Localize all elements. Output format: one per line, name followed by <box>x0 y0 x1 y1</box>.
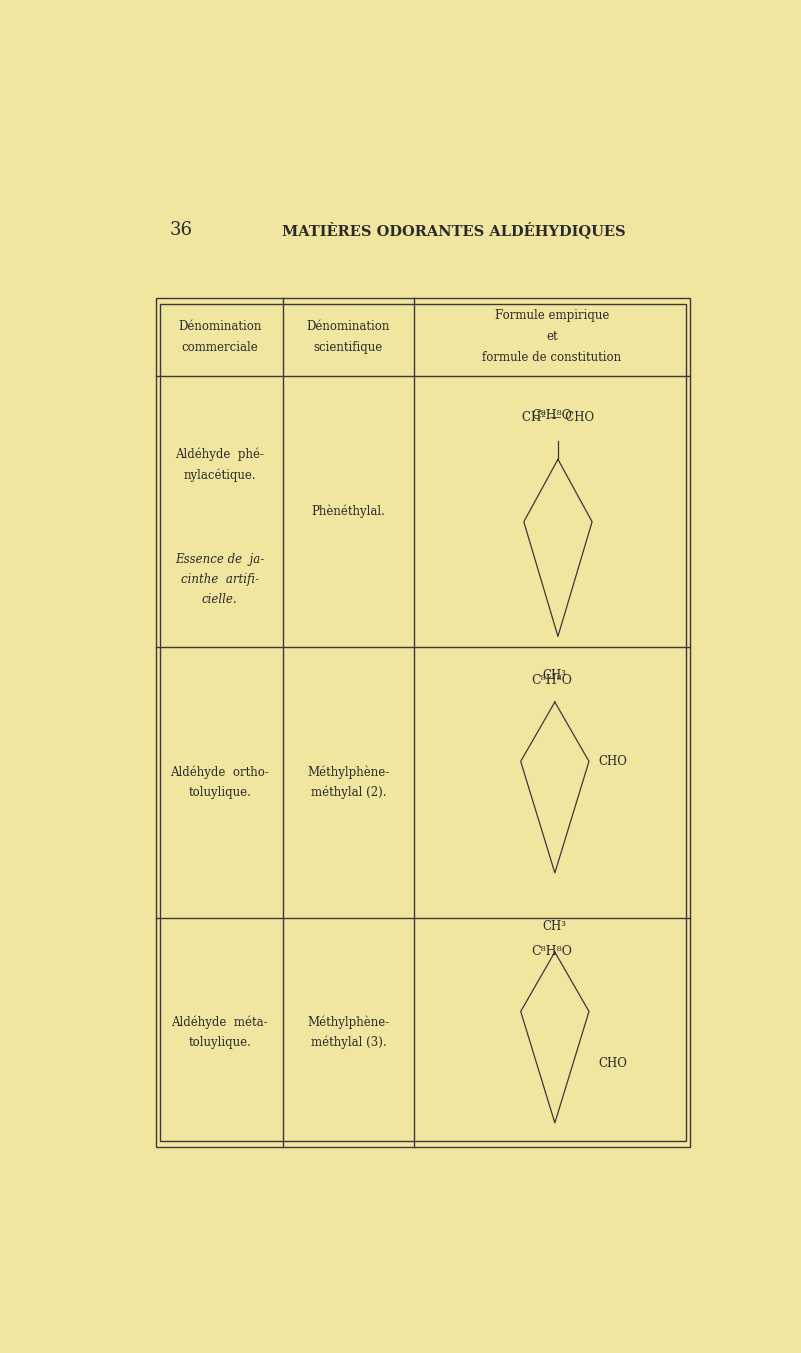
Text: 36: 36 <box>169 221 192 239</box>
Text: MATIÈRES ODORANTES ALDÉHYDIQUES: MATIÈRES ODORANTES ALDÉHYDIQUES <box>282 222 626 238</box>
Bar <box>156 298 690 1147</box>
Text: Phènéthylal.: Phènéthylal. <box>312 505 385 518</box>
Text: Aldéhyde  phé-
nylacétique.: Aldéhyde phé- nylacétique. <box>175 448 264 482</box>
Text: CH² — CHO: CH² — CHO <box>522 411 594 423</box>
Text: C⁸H⁸O: C⁸H⁸O <box>531 409 572 422</box>
Text: Dénomination
scientifique: Dénomination scientifique <box>307 319 390 354</box>
Bar <box>159 304 686 1141</box>
Text: Méthylphène-
méthylal (3).: Méthylphène- méthylal (3). <box>308 1015 389 1050</box>
Text: Formule empirique
et
formule de constitution: Formule empirique et formule de constitu… <box>482 310 622 364</box>
Text: CH³: CH³ <box>543 670 567 682</box>
Text: Méthylphène-
méthylal (2).: Méthylphène- méthylal (2). <box>308 764 389 800</box>
Text: Aldéhyde  ortho-
toluylique.: Aldéhyde ortho- toluylique. <box>170 766 269 800</box>
Text: CHO: CHO <box>598 755 627 769</box>
Text: Aldéhyde  méta-
toluylique.: Aldéhyde méta- toluylique. <box>171 1016 268 1049</box>
Text: C⁸H⁸O: C⁸H⁸O <box>531 944 572 958</box>
Text: Essence de  ja-
cinthe  artifi-
cielle.: Essence de ja- cinthe artifi- cielle. <box>175 552 264 606</box>
Text: C⁸H⁸O: C⁸H⁸O <box>531 674 572 686</box>
Text: Dénomination
commerciale: Dénomination commerciale <box>178 319 261 354</box>
Text: CH³: CH³ <box>543 920 567 932</box>
Text: CHO: CHO <box>598 1057 627 1070</box>
